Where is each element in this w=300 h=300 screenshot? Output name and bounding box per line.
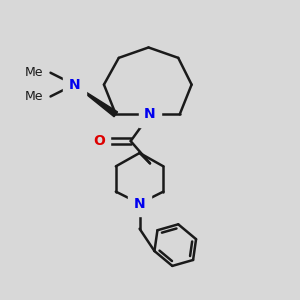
Text: N: N: [134, 196, 146, 211]
Text: N: N: [68, 78, 80, 92]
Text: O: O: [93, 134, 105, 148]
Polygon shape: [74, 85, 118, 117]
Text: N: N: [144, 107, 156, 121]
Text: Me: Me: [25, 66, 43, 79]
Text: Me: Me: [25, 90, 43, 103]
